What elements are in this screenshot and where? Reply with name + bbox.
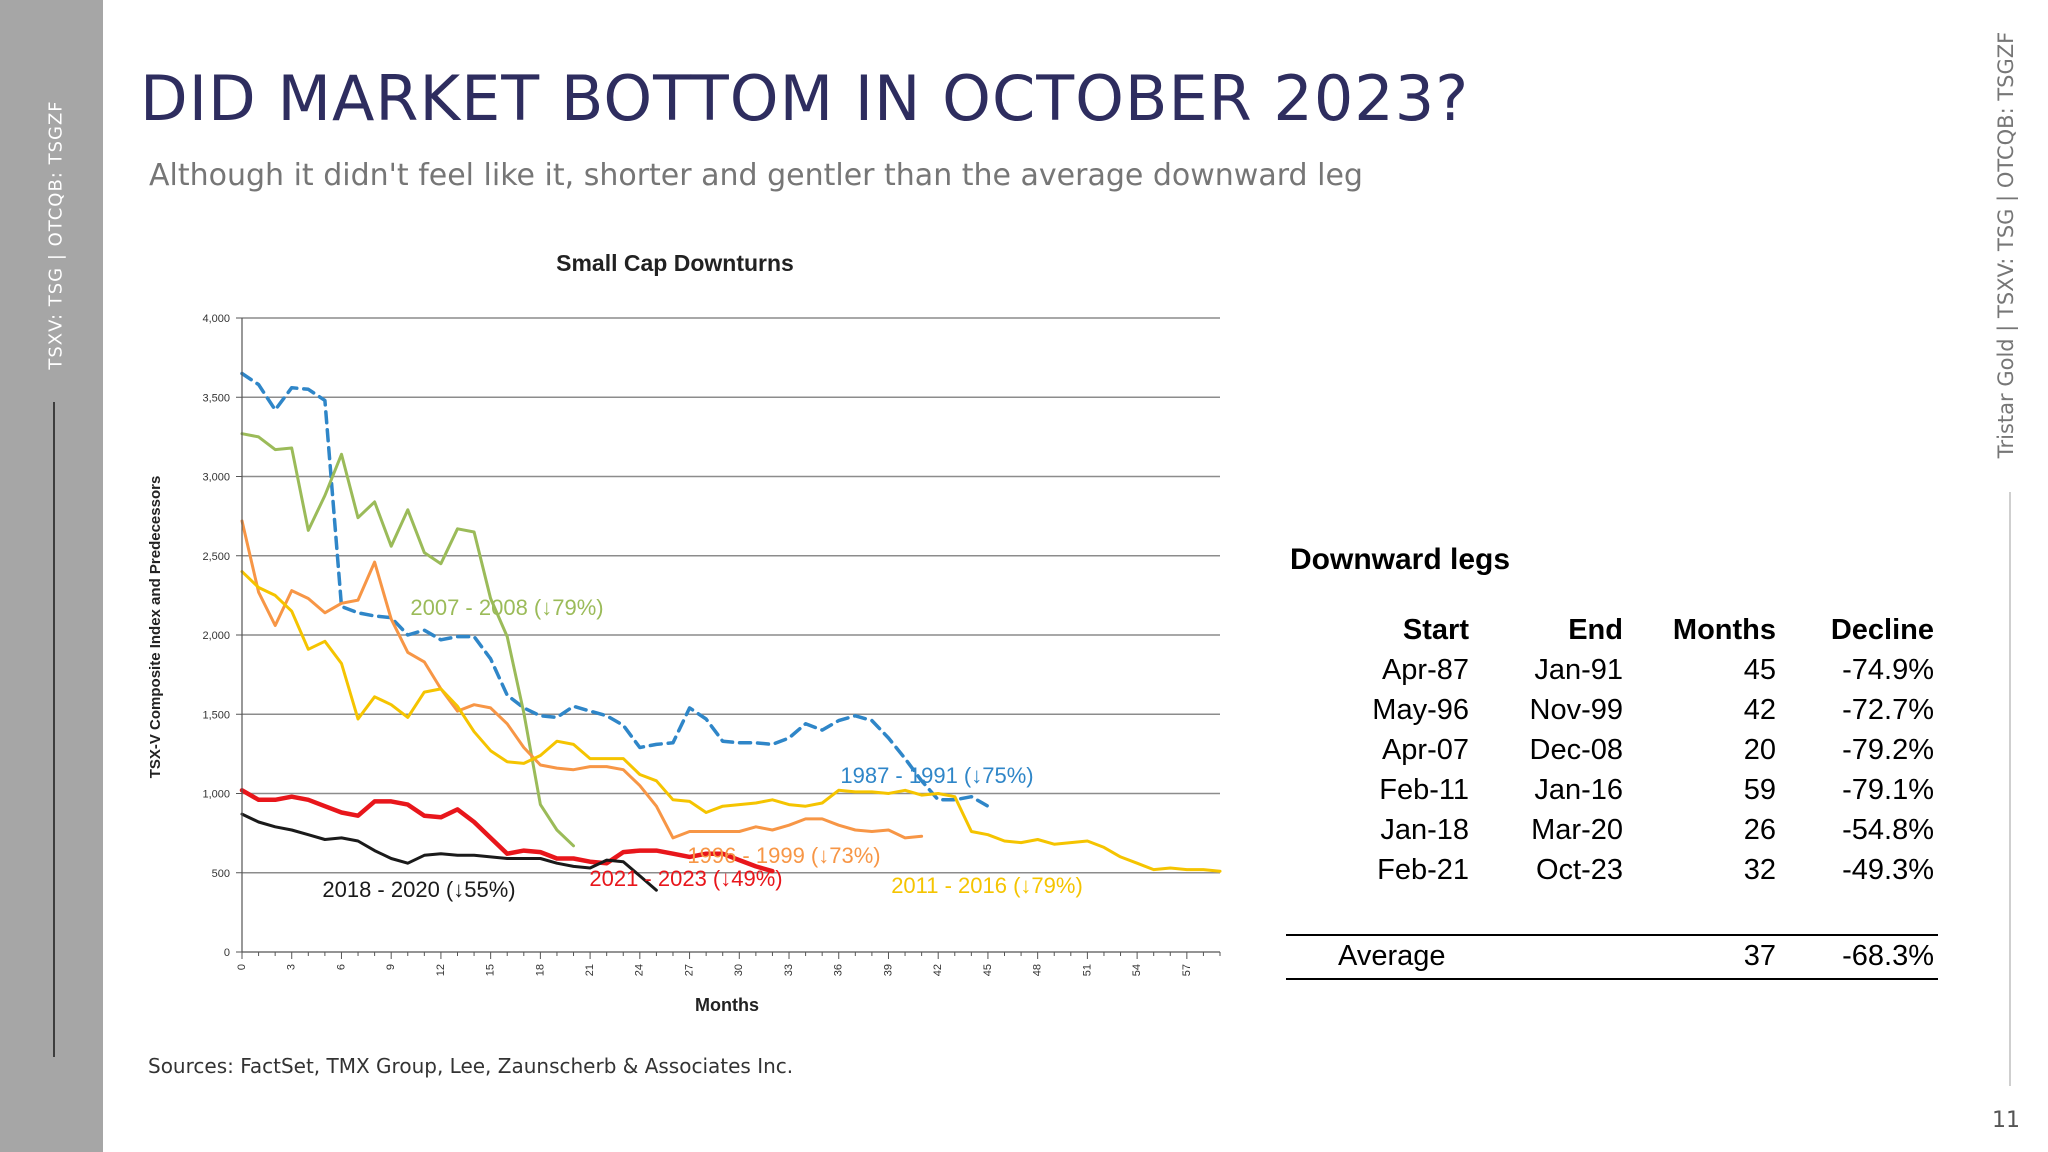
cell-decline: -79.2% [1842,734,1934,766]
cell-end: Nov-99 [1529,694,1624,726]
x-tick-label: 27 [683,964,695,976]
y-tick-label: 0 [224,947,230,959]
series-line [240,432,575,848]
y-axis-title: TSX-V Composite Index and Predecessors [147,476,164,779]
y-tick-label: 1,000 [202,789,230,801]
table-row: Jan-18 Mar-20 26 -54.8% [1286,814,1934,854]
x-tick-label: 9 [385,964,397,970]
cell-decline: -74.9% [1842,654,1934,686]
table-row: Feb-11 Jan-16 59 -79.1% [1286,774,1934,814]
page-title: DID MARKET BOTTOM IN OCTOBER 2023? [140,62,1470,135]
average-label: Average [1338,940,1446,972]
cell-start: Feb-21 [1377,854,1469,886]
cell-months: 20 [1743,734,1776,766]
x-tick-label: 33 [783,964,795,976]
page-subtitle: Although it didn't feel like it, shorter… [149,158,1363,193]
cell-start: Apr-87 [1381,654,1469,686]
average-divider-line [1286,934,1938,936]
x-tick-label: 12 [435,964,447,976]
cell-start: Apr-07 [1381,734,1469,766]
x-tick-label: 51 [1081,964,1093,976]
series-line [239,788,775,874]
header-start: Start [1402,614,1469,646]
series-label: 1987 - 1991 (↓75%) [840,763,1033,788]
x-tick-label: 48 [1032,964,1044,976]
right-ticker-text: Tristar Gold | TSXV: TSG | OTCQB: TSGZF [1994,31,2018,459]
y-tick-label: 2,000 [202,630,230,642]
cell-start: May-96 [1372,694,1469,726]
x-tick-label: 3 [286,964,298,970]
x-tick-label: 18 [534,964,546,976]
cell-months: 26 [1743,814,1776,846]
x-tick-label: 15 [485,964,497,976]
cell-decline: -79.1% [1842,774,1934,806]
y-tick-label: 500 [212,868,230,880]
y-tick-label: 3,500 [202,392,230,404]
average-bottom-line [1286,978,1938,980]
average-decline: -68.3% [1842,940,1934,972]
y-tick-label: 4,000 [202,313,230,325]
series-line [240,519,924,840]
x-tick-label: 0 [236,964,248,970]
cell-decline: -54.8% [1842,814,1934,846]
average-row: Average 37 -68.3% [1286,940,1934,980]
sources-note: Sources: FactSet, TMX Group, Lee, Zaunsc… [148,1054,794,1078]
header-decline: Decline [1830,614,1934,646]
table-header-row: Start End Months Decline [1286,614,1934,654]
page-number: 11 [1992,1108,2020,1133]
cell-end: Oct-23 [1535,854,1623,886]
x-tick-label: 21 [584,964,596,976]
cell-months: 45 [1743,654,1776,686]
y-tick-label: 2,500 [202,551,230,563]
x-tick-label: 54 [1131,964,1143,976]
cell-end: Jan-91 [1534,654,1623,686]
left-divider-line [53,402,55,1057]
average-months: 37 [1743,940,1776,972]
x-tick-label: 42 [932,964,944,976]
x-tick-label: 36 [833,964,845,976]
table-row: Apr-07 Dec-08 20 -79.2% [1286,734,1934,774]
small-cap-downturns-chart: Small Cap Downturns 0 500 1,000 1,500 2,000 2… [147,250,1222,1015]
cell-end: Mar-20 [1531,814,1623,846]
cell-months: 42 [1743,694,1776,726]
y-tick-label: 3,000 [202,472,230,484]
series-label: 2018 - 2020 (↓55%) [322,877,515,902]
cell-start: Feb-11 [1379,774,1469,806]
series-label: 1996 - 1999 (↓73%) [687,843,880,868]
cell-months: 32 [1743,854,1776,886]
cell-months: 59 [1743,774,1776,806]
right-divider-line [2009,492,2011,1086]
cell-start: Jan-18 [1380,814,1469,846]
x-tick-label: 6 [335,964,347,970]
series-line [240,570,1222,873]
header-months: Months [1672,614,1776,646]
chart-title: Small Cap Downturns [556,250,794,276]
series-line [240,812,658,892]
cell-decline: -49.3% [1842,854,1934,886]
table-row: May-96 Nov-99 42 -72.7% [1286,694,1934,734]
header-end: End [1568,614,1623,646]
cell-decline: -72.7% [1842,694,1934,726]
series-label: 2021 - 2023 (↓49%) [589,866,782,891]
downward-legs-title: Downward legs [1290,543,1511,576]
x-tick-label: 30 [733,964,745,976]
x-tick-label: 45 [982,964,994,976]
x-tick-label: 39 [882,964,894,976]
table-row: Apr-87 Jan-91 45 -74.9% [1286,654,1934,694]
x-tick-label: 57 [1181,964,1193,976]
series-label: 2007 - 2008 (↓79%) [410,595,603,620]
table-row: Feb-21 Oct-23 32 -49.3% [1286,854,1934,894]
series-label: 2011 - 2016 (↓79%) [891,873,1083,898]
x-axis-title: Months [695,995,759,1015]
y-tick-label: 1,500 [202,709,230,721]
cell-end: Jan-16 [1534,774,1623,806]
cell-end: Dec-08 [1529,734,1624,766]
x-tick-label: 24 [634,964,646,976]
left-sidebar [0,0,103,1152]
series-line [240,371,990,808]
left-ticker-text: TSXV: TSG | OTCQB: TSGZF [45,100,67,370]
